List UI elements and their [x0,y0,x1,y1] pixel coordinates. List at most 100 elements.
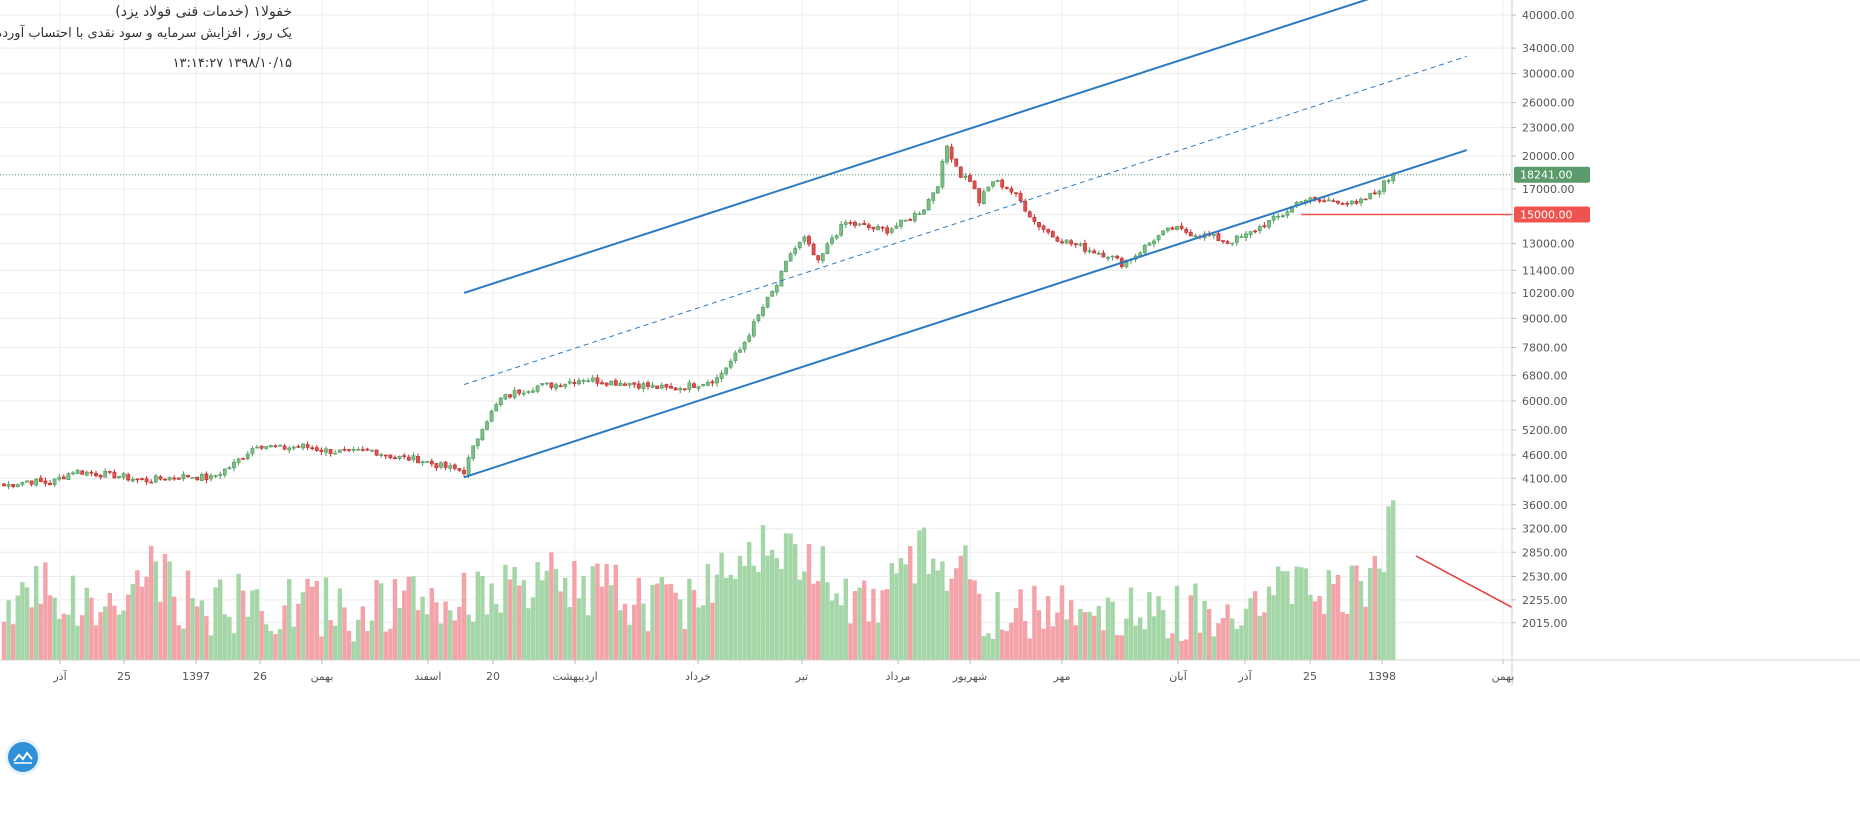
volume-bar [250,590,255,660]
time-tick-label: خرداد [685,670,711,683]
trend-channel[interactable] [463,0,1468,479]
candle-body [1267,220,1271,228]
tradingview-logo-icon[interactable] [8,742,38,772]
candle-body [250,448,255,454]
time-axis[interactable]: آذر 25 1397 26 بهمن اسفند 20 اردیبهشت خرداد تیر مر… [0,659,1860,683]
volume-bar [314,581,319,660]
candle-body [429,460,434,465]
volume-bar [411,576,416,660]
volume-bar [47,595,53,660]
candle-body [935,186,940,194]
candle-body [1322,200,1327,203]
volume-bar [231,633,237,660]
price-candles [2,143,1396,490]
volume-bar [949,578,954,660]
price-tick-label: 40000.00 [1522,9,1575,22]
volume-bar [406,576,411,660]
volume-bar [848,623,853,660]
candle-body [153,475,158,483]
volume-bar [93,625,99,660]
candle-body [305,444,310,448]
candle-body [135,478,140,481]
candle-body [738,349,742,353]
volume-bar [903,564,908,660]
volume-bar [954,568,959,660]
candle-body [1032,216,1037,222]
candle-body [604,382,609,386]
price-tick-label: 13000.00 [1522,238,1575,251]
price-tick-label: 2255.00 [1522,594,1568,607]
price-tick-label: 3600.00 [1522,499,1568,512]
volume-bar [29,607,34,660]
volume-bar [931,558,936,660]
candle-body [144,478,149,483]
candle-body [968,175,972,182]
candle-body [351,448,356,451]
candle-body [287,447,292,451]
volume-bar [61,613,66,660]
volume-bar [880,590,885,660]
candle-body [1018,193,1023,202]
volume-bar [130,583,135,660]
candle-body [1363,198,1368,201]
volume-bar [1276,566,1281,660]
candle-body [107,471,112,473]
candle-body [567,381,572,384]
candle-body [416,456,420,464]
candle-body [434,463,439,469]
time-tick-label: مرداد [886,670,911,683]
volume-bar [655,583,660,660]
candle-body [701,384,706,386]
candle-body [1083,243,1087,252]
candle-body [1000,179,1005,188]
candle-body [1271,215,1276,221]
volume-bar [981,636,986,660]
candle-body [894,225,899,229]
candle-body [167,477,172,481]
candle-body [1225,241,1230,244]
volume-bar [595,563,600,660]
candle-body [641,383,646,389]
volume-bar [434,602,439,660]
volume-bar [770,549,775,660]
candle-body [816,255,821,261]
candle-body [1253,230,1258,233]
candle-body [218,474,223,476]
candle-body [705,381,710,386]
volume-bar [1391,500,1396,660]
candle-body [462,470,466,474]
candle-body [659,384,664,389]
candle-body [843,222,848,225]
volume-bar [310,586,315,660]
volume-bar [218,579,223,660]
volume-bar [1285,571,1290,660]
candle-body [411,455,416,461]
volume-bar [797,579,802,660]
volume-bar [599,586,605,660]
candle-body [1234,235,1239,243]
candle-body [687,382,692,390]
candle-body [774,285,779,293]
volume-bar [494,603,499,660]
candle-body [333,452,338,455]
candle-body [1276,215,1281,218]
volume-bar [590,566,595,660]
candle-body [1184,229,1189,233]
candle-body [471,445,476,459]
candle-body [1069,240,1074,245]
price-axis[interactable]: 40000.00 34000.00 30000.00 26000.00 23000.00… [1511,0,1860,814]
candle-body [1262,225,1267,228]
volume-bar [24,587,30,660]
candle-body [1331,200,1336,202]
price-tick-label: 7800.00 [1522,342,1568,355]
volume-bar [1193,583,1198,660]
volume-bar [1092,615,1097,660]
volume-bar [645,631,651,660]
candle-body [89,471,94,474]
candle-body [972,180,977,190]
candle-body [839,224,844,236]
candle-body [1345,202,1350,205]
candle-body [38,477,43,482]
